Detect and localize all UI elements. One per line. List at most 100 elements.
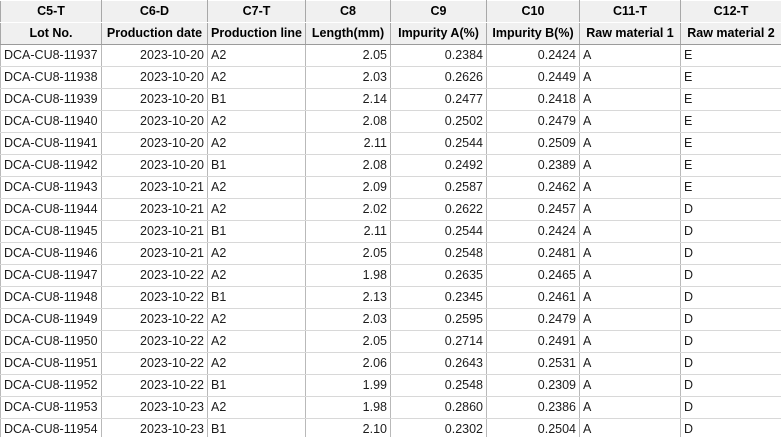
table-cell[interactable]: A2 xyxy=(207,242,306,265)
table-cell[interactable]: DCA-CU8-11947 xyxy=(0,264,102,287)
table-cell[interactable]: 0.2418 xyxy=(486,88,580,111)
table-cell[interactable]: DCA-CU8-11944 xyxy=(0,198,102,221)
table-cell[interactable]: 2.06 xyxy=(305,352,391,375)
table-cell[interactable]: 2.08 xyxy=(305,110,391,133)
table-cell[interactable]: DCA-CU8-11946 xyxy=(0,242,102,265)
table-cell[interactable]: 0.2309 xyxy=(486,374,580,397)
field-header[interactable]: C6-D xyxy=(101,0,208,23)
table-cell[interactable]: E xyxy=(680,176,781,199)
table-cell[interactable]: 0.2587 xyxy=(390,176,487,199)
table-cell[interactable]: A xyxy=(579,66,681,89)
table-cell[interactable]: D xyxy=(680,330,781,353)
table-cell[interactable]: DCA-CU8-11942 xyxy=(0,154,102,177)
table-cell[interactable]: 0.2345 xyxy=(390,286,487,309)
table-cell[interactable]: E xyxy=(680,66,781,89)
table-cell[interactable]: 2023-10-23 xyxy=(101,396,208,419)
table-cell[interactable]: D xyxy=(680,286,781,309)
table-cell[interactable]: 0.2544 xyxy=(390,132,487,155)
table-cell[interactable]: E xyxy=(680,110,781,133)
table-cell[interactable]: 0.2491 xyxy=(486,330,580,353)
table-cell[interactable]: 0.2492 xyxy=(390,154,487,177)
table-cell[interactable]: DCA-CU8-11954 xyxy=(0,418,102,437)
column-header[interactable]: Production date xyxy=(101,22,208,45)
field-header[interactable]: C9 xyxy=(390,0,487,23)
table-cell[interactable]: 0.2479 xyxy=(486,110,580,133)
table-cell[interactable]: 2023-10-22 xyxy=(101,286,208,309)
table-cell[interactable]: 0.2457 xyxy=(486,198,580,221)
table-cell[interactable]: DCA-CU8-11945 xyxy=(0,220,102,243)
table-cell[interactable]: 0.2384 xyxy=(390,44,487,67)
table-cell[interactable]: 2.05 xyxy=(305,44,391,67)
table-cell[interactable]: A xyxy=(579,264,681,287)
table-cell[interactable]: A xyxy=(579,330,681,353)
table-cell[interactable]: 0.2477 xyxy=(390,88,487,111)
table-cell[interactable]: A xyxy=(579,88,681,111)
table-cell[interactable]: 2023-10-22 xyxy=(101,352,208,375)
table-cell[interactable]: D xyxy=(680,198,781,221)
table-cell[interactable]: 0.2465 xyxy=(486,264,580,287)
table-cell[interactable]: 0.2643 xyxy=(390,352,487,375)
field-header[interactable]: C5-T xyxy=(0,0,102,23)
table-cell[interactable]: 0.2626 xyxy=(390,66,487,89)
field-header[interactable]: C10 xyxy=(486,0,580,23)
table-cell[interactable]: E xyxy=(680,132,781,155)
table-cell[interactable]: 2.05 xyxy=(305,330,391,353)
table-cell[interactable]: B1 xyxy=(207,88,306,111)
table-cell[interactable]: D xyxy=(680,264,781,287)
table-cell[interactable]: 2.11 xyxy=(305,132,391,155)
table-cell[interactable]: 2023-10-20 xyxy=(101,132,208,155)
table-cell[interactable]: B1 xyxy=(207,418,306,437)
table-cell[interactable]: 2023-10-22 xyxy=(101,308,208,331)
table-cell[interactable]: D xyxy=(680,396,781,419)
table-cell[interactable]: A xyxy=(579,176,681,199)
column-header[interactable]: Lot No. xyxy=(0,22,102,45)
table-cell[interactable]: 2023-10-20 xyxy=(101,154,208,177)
table-cell[interactable]: DCA-CU8-11952 xyxy=(0,374,102,397)
table-cell[interactable]: 2.14 xyxy=(305,88,391,111)
column-header[interactable]: Raw material 1 xyxy=(579,22,681,45)
table-cell[interactable]: 0.2714 xyxy=(390,330,487,353)
table-cell[interactable]: DCA-CU8-11941 xyxy=(0,132,102,155)
table-cell[interactable]: A2 xyxy=(207,330,306,353)
table-cell[interactable]: DCA-CU8-11943 xyxy=(0,176,102,199)
table-cell[interactable]: 0.2302 xyxy=(390,418,487,437)
table-cell[interactable]: A2 xyxy=(207,308,306,331)
column-header[interactable]: Impurity A(%) xyxy=(390,22,487,45)
table-cell[interactable]: 0.2548 xyxy=(390,374,487,397)
table-cell[interactable]: A xyxy=(579,374,681,397)
table-cell[interactable]: 0.2386 xyxy=(486,396,580,419)
table-cell[interactable]: 0.2635 xyxy=(390,264,487,287)
table-cell[interactable]: B1 xyxy=(207,286,306,309)
table-cell[interactable]: E xyxy=(680,44,781,67)
table-cell[interactable]: 2023-10-20 xyxy=(101,66,208,89)
table-cell[interactable]: 2.10 xyxy=(305,418,391,437)
table-cell[interactable]: 2.03 xyxy=(305,66,391,89)
table-cell[interactable]: A2 xyxy=(207,198,306,221)
table-cell[interactable]: D xyxy=(680,418,781,437)
table-cell[interactable]: 0.2548 xyxy=(390,242,487,265)
field-header[interactable]: C11-T xyxy=(579,0,681,23)
table-cell[interactable]: DCA-CU8-11950 xyxy=(0,330,102,353)
table-cell[interactable]: A xyxy=(579,418,681,437)
table-cell[interactable]: 0.2462 xyxy=(486,176,580,199)
table-cell[interactable]: 0.2389 xyxy=(486,154,580,177)
table-cell[interactable]: A xyxy=(579,286,681,309)
table-cell[interactable]: B1 xyxy=(207,374,306,397)
table-cell[interactable]: DCA-CU8-11940 xyxy=(0,110,102,133)
table-cell[interactable]: 1.99 xyxy=(305,374,391,397)
table-cell[interactable]: DCA-CU8-11953 xyxy=(0,396,102,419)
table-cell[interactable]: 2.02 xyxy=(305,198,391,221)
table-cell[interactable]: A xyxy=(579,220,681,243)
table-cell[interactable]: A xyxy=(579,308,681,331)
table-cell[interactable]: 0.2860 xyxy=(390,396,487,419)
table-cell[interactable]: 0.2544 xyxy=(390,220,487,243)
table-cell[interactable]: A xyxy=(579,132,681,155)
table-cell[interactable]: B1 xyxy=(207,154,306,177)
table-cell[interactable]: DCA-CU8-11937 xyxy=(0,44,102,67)
table-cell[interactable]: 0.2502 xyxy=(390,110,487,133)
table-cell[interactable]: B1 xyxy=(207,220,306,243)
table-cell[interactable]: 2023-10-21 xyxy=(101,242,208,265)
table-cell[interactable]: A xyxy=(579,44,681,67)
table-cell[interactable]: 2023-10-22 xyxy=(101,264,208,287)
table-cell[interactable]: A2 xyxy=(207,44,306,67)
